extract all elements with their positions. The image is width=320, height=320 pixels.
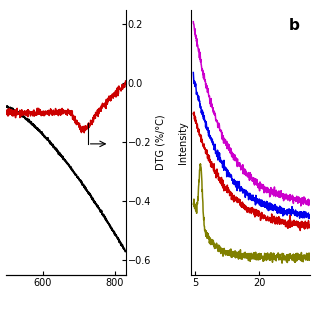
- Y-axis label: Intensity: Intensity: [179, 121, 188, 164]
- Text: b: b: [289, 18, 300, 33]
- Y-axis label: DTG (%/°C): DTG (%/°C): [156, 115, 165, 170]
